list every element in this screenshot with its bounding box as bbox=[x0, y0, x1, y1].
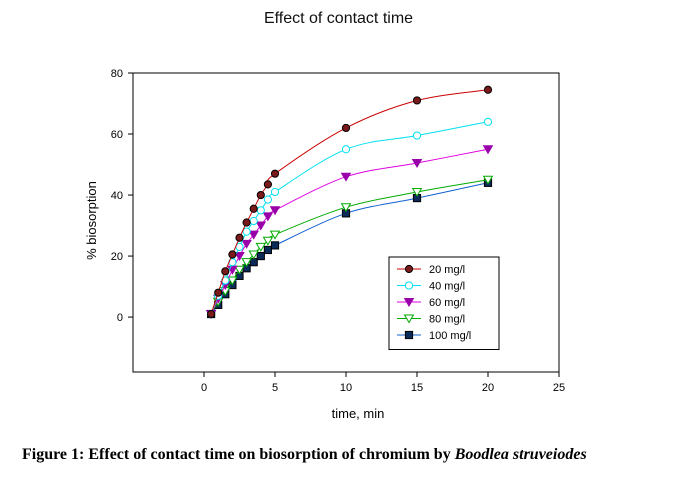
series-3 bbox=[205, 145, 494, 319]
y-tick-label: 60 bbox=[111, 129, 123, 141]
legend-item: 100 mg/l bbox=[397, 330, 471, 342]
data-point bbox=[228, 250, 237, 259]
data-point bbox=[249, 204, 258, 213]
y-tick-label: 80 bbox=[111, 68, 123, 80]
x-tick-label: 15 bbox=[411, 382, 423, 394]
y-tick-label: 20 bbox=[111, 251, 123, 263]
x-tick-label: 5 bbox=[272, 382, 278, 394]
legend-label: 20 mg/l bbox=[429, 264, 465, 276]
data-point bbox=[270, 169, 280, 178]
legend-label: 40 mg/l bbox=[429, 281, 465, 293]
data-point bbox=[256, 190, 265, 200]
caption-text: Figure 1: Effect of contact time on bios… bbox=[22, 446, 451, 463]
x-tick-label: 20 bbox=[482, 382, 494, 394]
data-point bbox=[235, 233, 244, 242]
legend-marker bbox=[404, 330, 414, 340]
legend-label: 60 mg/l bbox=[429, 297, 465, 309]
legend-label: 100 mg/l bbox=[429, 330, 471, 342]
data-point bbox=[483, 85, 493, 94]
data-point bbox=[263, 245, 272, 255]
data-point bbox=[482, 175, 494, 185]
series-1 bbox=[207, 85, 493, 319]
legend-marker bbox=[403, 314, 415, 324]
data-point bbox=[227, 276, 238, 286]
data-point bbox=[256, 206, 265, 215]
data-point bbox=[270, 187, 280, 197]
legend: 20 mg/l 40 mg/l 60 mg/l 80 mg/l 100 mg/l bbox=[388, 256, 500, 350]
y-axis-label: % biosorption bbox=[84, 181, 99, 260]
y-tick-label: 40 bbox=[111, 190, 123, 202]
data-point bbox=[263, 195, 272, 204]
data-point bbox=[262, 236, 274, 246]
legend-label: 80 mg/l bbox=[429, 314, 465, 326]
data-point bbox=[269, 206, 281, 216]
x-tick-label: 10 bbox=[340, 382, 352, 394]
data-point bbox=[411, 158, 423, 168]
data-point bbox=[340, 172, 352, 182]
data-point bbox=[241, 258, 252, 268]
legend-item: 40 mg/l bbox=[397, 281, 465, 293]
data-point bbox=[269, 230, 281, 240]
data-point bbox=[482, 145, 494, 155]
figure-caption: Figure 1: Effect of contact time on bios… bbox=[22, 446, 587, 464]
data-point bbox=[234, 252, 245, 262]
data-point bbox=[221, 267, 230, 276]
data-point bbox=[340, 203, 352, 213]
legend-marker bbox=[404, 281, 414, 290]
data-point bbox=[248, 230, 259, 240]
data-point bbox=[412, 96, 422, 105]
legend-item: 80 mg/l bbox=[397, 314, 465, 326]
data-point bbox=[341, 123, 351, 133]
data-point bbox=[242, 218, 251, 227]
x-tick-label: 0 bbox=[201, 382, 207, 394]
data-point bbox=[234, 265, 245, 275]
data-point bbox=[412, 131, 422, 140]
data-point bbox=[255, 242, 267, 252]
data-point bbox=[256, 251, 265, 261]
legend-marker bbox=[404, 264, 414, 274]
data-point bbox=[207, 309, 216, 319]
data-point bbox=[248, 250, 259, 260]
legend-item: 60 mg/l bbox=[397, 297, 465, 309]
chart: 0 5 10 15 20 25 0 20 40 60 80 time, min % biosorptio… bbox=[84, 68, 565, 421]
data-point bbox=[341, 145, 351, 154]
data-point bbox=[214, 288, 223, 297]
caption-species: Boodlea struveiodes bbox=[454, 446, 587, 463]
chart-title: Effect of contact time bbox=[263, 10, 414, 27]
data-point bbox=[255, 221, 267, 231]
data-point bbox=[242, 227, 251, 236]
data-point bbox=[411, 187, 423, 197]
x-axis-label: time, min bbox=[332, 406, 385, 421]
data-point bbox=[483, 117, 493, 126]
data-point bbox=[262, 212, 274, 222]
x-tick-label: 25 bbox=[553, 382, 565, 394]
data-point bbox=[263, 180, 272, 189]
legend-item: 20 mg/l bbox=[397, 264, 465, 276]
data-point bbox=[249, 258, 258, 267]
data-point bbox=[270, 241, 280, 250]
y-tick-label: 0 bbox=[117, 312, 123, 324]
data-point bbox=[249, 216, 258, 226]
data-point bbox=[241, 239, 252, 249]
legend-marker bbox=[403, 297, 415, 307]
